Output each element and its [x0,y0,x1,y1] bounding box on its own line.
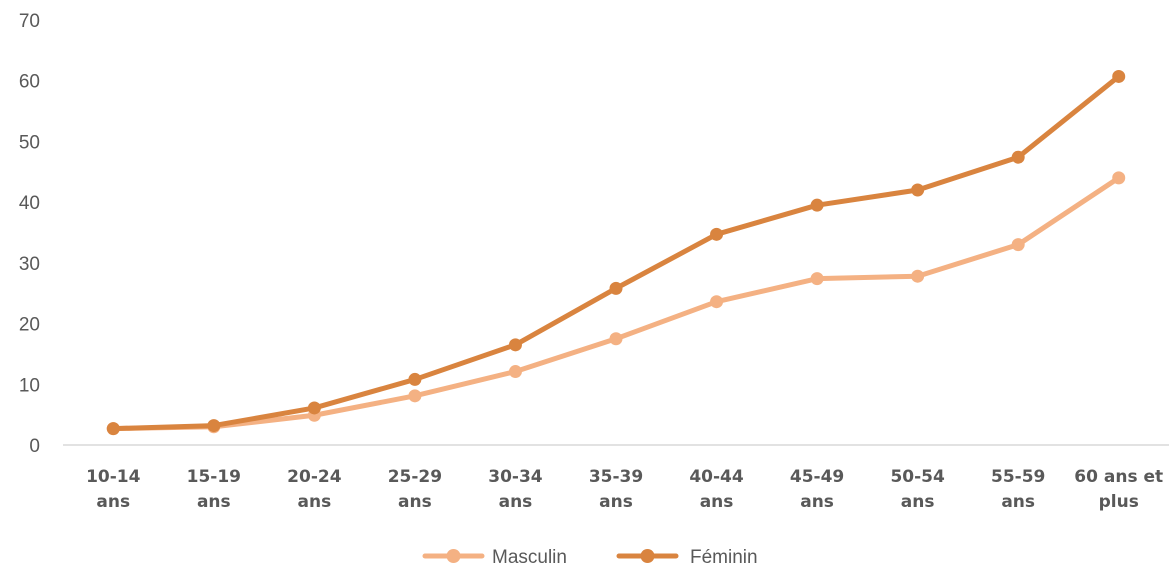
data-point [1112,69,1126,83]
y-tick-label: 30 [19,254,40,275]
y-tick-label: 10 [19,375,40,396]
y-tick-label: 60 [19,72,40,93]
data-point [911,183,925,197]
legend-label: Féminin [690,547,758,568]
x-axis-ticks: 10-14 ans 15-19 ans 20-24 ans 25-29 ans 30-34 ans… [86,467,1163,512]
y-tick-label: 0 [29,436,40,457]
data-point [106,422,120,436]
x-tick-label: 35-39 ans [589,467,643,512]
x-tick-label: 45-49 ans [790,467,844,512]
y-tick-label: 40 [19,193,40,214]
y-axis-ticks: 0 10 20 30 40 50 60 70 [19,11,40,457]
data-point [307,401,321,415]
data-point [1011,150,1025,164]
data-point [508,365,522,379]
series-line [110,73,1122,432]
data-point [810,272,824,286]
series-layer [106,69,1126,436]
y-tick-label: 70 [19,11,40,32]
series-féminin [106,69,1126,436]
data-point [408,372,422,386]
x-tick-label: 55-59 ans [991,467,1045,512]
data-point [710,295,724,309]
x-tick-label: 50-54 ans [890,467,945,512]
legend-entry: Féminin [616,547,758,568]
legend-swatch-marker [446,549,461,563]
legend-label: Masculin [492,547,567,568]
data-point [609,332,623,346]
data-point [810,198,824,212]
series-masculin [106,171,1126,436]
legend: Masculin Féminin [422,547,758,568]
data-point [508,338,522,352]
x-tick-label: 25-29 ans [388,467,442,512]
legend-entry: Masculin [422,547,567,568]
y-tick-label: 50 [19,132,40,153]
x-tick-label: 15-19 ans [187,467,241,512]
x-tick-label: 40-44 ans [689,467,744,512]
data-point [207,419,221,433]
x-tick-label: 30-34 ans [488,467,543,512]
data-point [408,389,422,403]
x-tick-label: 10-14 ans [86,467,141,512]
series-line [110,175,1122,432]
x-tick-label: 20-24 ans [287,467,342,512]
y-tick-label: 20 [19,315,40,336]
data-point [710,227,724,241]
data-point [609,281,623,295]
legend-swatch-marker [640,549,655,563]
data-point [1011,238,1025,252]
data-point [1112,171,1126,185]
data-point [911,269,925,283]
x-tick-label: 60 ans et plus [1074,467,1163,512]
